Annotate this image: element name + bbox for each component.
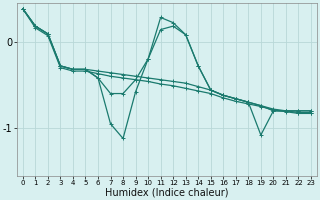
- X-axis label: Humidex (Indice chaleur): Humidex (Indice chaleur): [105, 187, 229, 197]
